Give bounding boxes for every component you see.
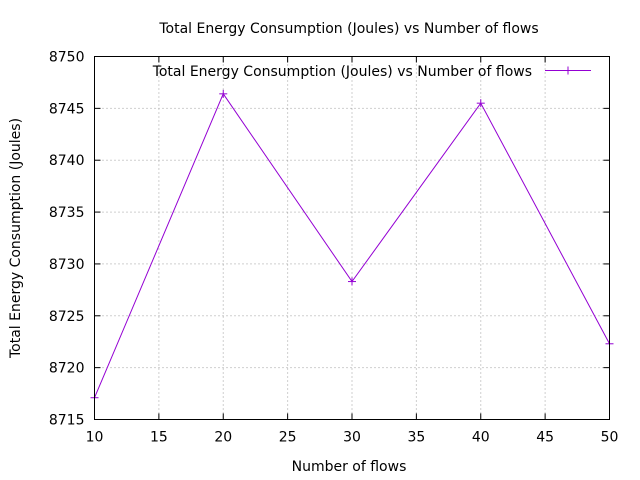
chart-title: Total Energy Consumption (Joules) vs Num…: [158, 21, 538, 37]
y-tick-label: 8740: [49, 153, 85, 169]
y-tick-label: 8725: [49, 309, 85, 325]
y-tick-label: 8745: [49, 101, 85, 117]
series-line: [94, 92, 610, 398]
data-point-marker: [348, 277, 356, 286]
x-tick-label: 10: [86, 430, 104, 446]
x-tick-label: 15: [150, 430, 168, 446]
x-tick-label: 30: [343, 430, 361, 446]
x-tick-label: 50: [601, 430, 619, 446]
legend: Total Energy Consumption (Joules) vs Num…: [152, 64, 591, 80]
x-tick-label: 45: [536, 430, 554, 446]
y-tick-label: 8750: [49, 50, 85, 66]
data-point-marker: [219, 89, 228, 98]
y-axis-title: Total Energy Consumption (Joules): [8, 118, 24, 359]
x-tick-label: 20: [214, 430, 232, 446]
x-axis-title: Number of flows: [292, 459, 407, 475]
grid: [94, 56, 610, 420]
y-tick-label: 8720: [49, 361, 85, 377]
x-tick-label: 35: [407, 430, 425, 446]
x-tick-label: 25: [279, 430, 297, 446]
legend-marker: [564, 66, 572, 75]
x-tick-label: 40: [472, 430, 490, 446]
axis-ticks: 10 15 20 25 30 35 40 45 50 8715 8720 8725 8730 8735 87…: [49, 50, 619, 446]
y-tick-label: 8715: [49, 413, 85, 429]
y-tick-label: 8730: [49, 257, 85, 273]
y-tick-label: 8735: [49, 205, 85, 221]
data-point-marker: [476, 99, 485, 108]
legend-label: Total Energy Consumption (Joules) vs Num…: [152, 64, 532, 80]
plot-frame: [94, 56, 610, 420]
